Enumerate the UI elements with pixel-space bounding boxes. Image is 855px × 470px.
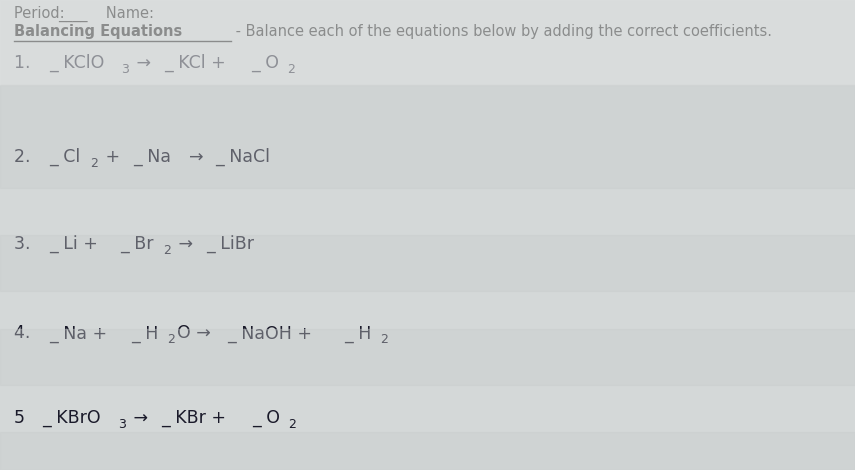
Text: 3.: 3. bbox=[14, 235, 42, 253]
Text: _ LiBr: _ LiBr bbox=[206, 235, 254, 253]
Bar bbox=[0, 85, 855, 188]
Text: _ O: _ O bbox=[251, 55, 279, 72]
Text: 3: 3 bbox=[121, 63, 129, 76]
Text: →: → bbox=[189, 148, 209, 166]
Text: ____: ____ bbox=[58, 7, 87, 22]
Text: _ KBrO: _ KBrO bbox=[43, 409, 101, 427]
Text: 2: 2 bbox=[287, 63, 295, 76]
Text: _ Li +: _ Li + bbox=[50, 235, 103, 253]
Text: _ Na +: _ Na + bbox=[50, 325, 113, 343]
Bar bbox=[0, 432, 855, 470]
Text: 2: 2 bbox=[167, 333, 174, 346]
Text: _ NaOH +: _ NaOH + bbox=[227, 325, 318, 343]
Text: 2: 2 bbox=[288, 418, 296, 431]
Text: Period:: Period: bbox=[14, 6, 69, 21]
Text: 4.: 4. bbox=[14, 324, 41, 343]
Text: →: → bbox=[173, 235, 198, 253]
Text: _ KBr +: _ KBr + bbox=[161, 409, 232, 427]
Text: O →: O → bbox=[177, 324, 216, 343]
Bar bbox=[0, 329, 855, 385]
Text: 2: 2 bbox=[90, 157, 97, 170]
Text: 3: 3 bbox=[118, 418, 126, 431]
Bar bbox=[0, 235, 855, 291]
Text: →: → bbox=[131, 54, 156, 72]
Text: Balancing Equations: Balancing Equations bbox=[14, 24, 182, 39]
Text: _ Cl: _ Cl bbox=[50, 148, 80, 166]
Text: _ O: _ O bbox=[252, 409, 280, 427]
Text: 5: 5 bbox=[14, 409, 36, 427]
Text: _ H: _ H bbox=[132, 325, 159, 343]
Text: _ Br: _ Br bbox=[120, 235, 153, 253]
Bar bbox=[0, 0, 855, 85]
Text: Name:: Name: bbox=[92, 6, 154, 21]
Text: 2: 2 bbox=[380, 333, 387, 346]
Text: _ NaCl: _ NaCl bbox=[215, 148, 270, 166]
Text: +: + bbox=[100, 148, 126, 166]
Text: 1.: 1. bbox=[14, 54, 42, 72]
Text: _ H: _ H bbox=[345, 325, 372, 343]
Text: _ KClO: _ KClO bbox=[50, 54, 105, 72]
Text: _ Na: _ Na bbox=[133, 149, 176, 166]
Text: 2: 2 bbox=[162, 244, 171, 257]
Text: - Balance each of the equations below by adding the correct coefficients.: - Balance each of the equations below by… bbox=[231, 24, 772, 39]
Text: _ KCl +: _ KCl + bbox=[164, 54, 231, 72]
Text: →: → bbox=[128, 409, 154, 427]
Text: 2.: 2. bbox=[14, 148, 42, 166]
